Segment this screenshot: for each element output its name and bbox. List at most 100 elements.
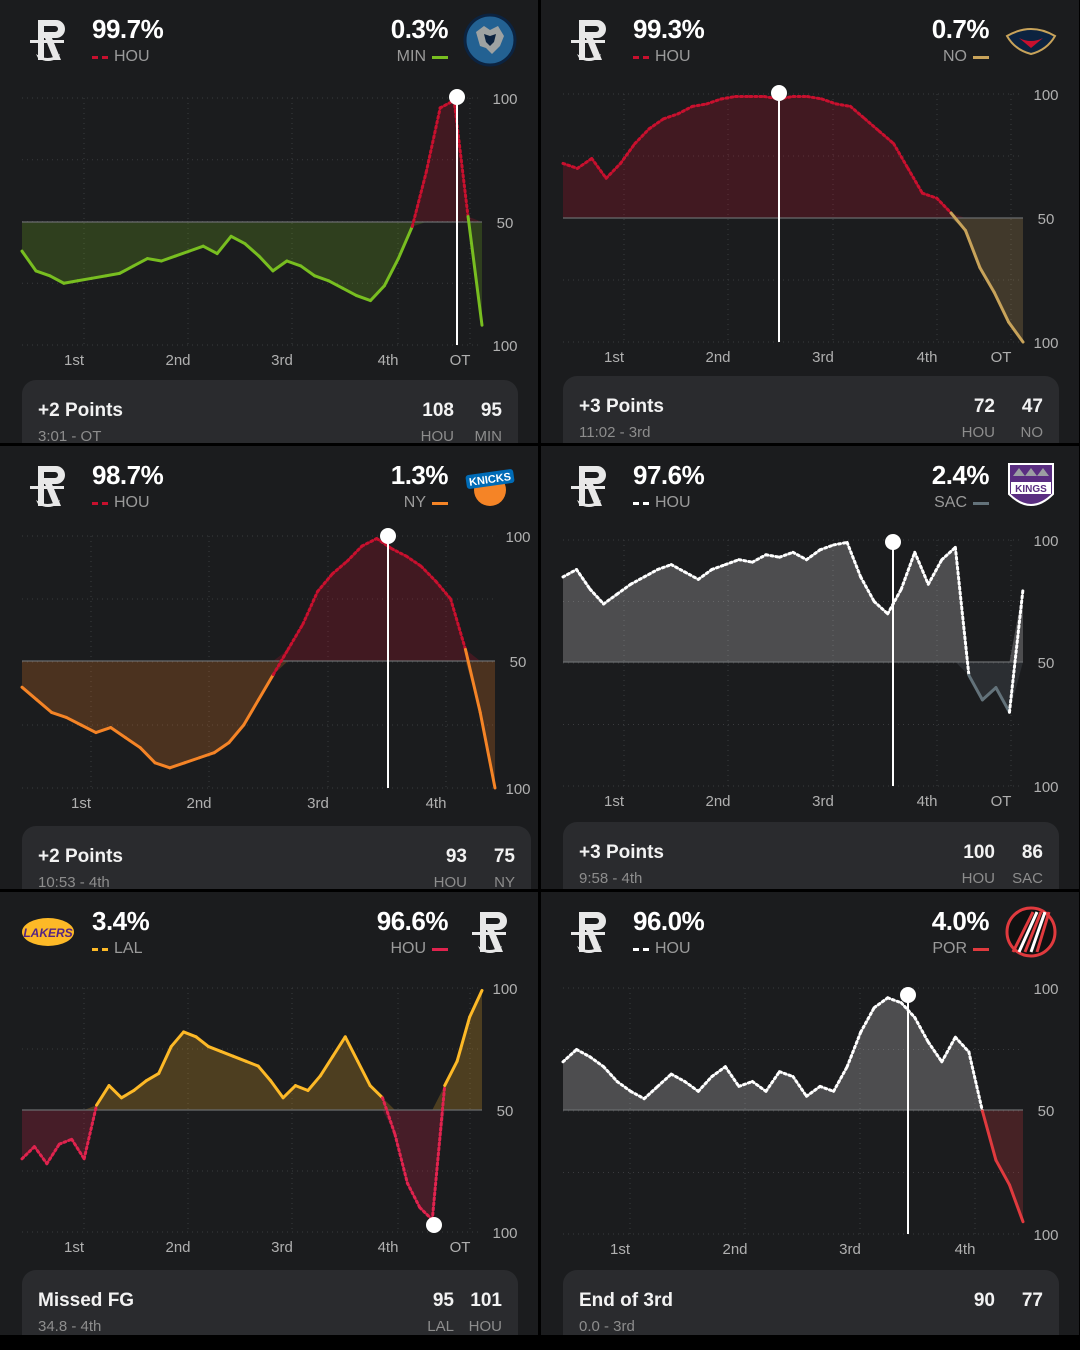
probability-segment: [886, 587, 903, 616]
probability-segment: [404, 554, 423, 568]
probability-segment: [104, 271, 122, 278]
probability-segment: [953, 545, 971, 677]
probability-segment: [913, 550, 930, 586]
period-label: OT: [991, 793, 1012, 810]
probability-segment: [449, 597, 467, 651]
probability-segment: [1007, 1183, 1025, 1224]
probability-segment: [360, 537, 379, 548]
probability-segment: [393, 1132, 409, 1185]
win-probability-chart[interactable]: 100 50 100 1st 2nd 3rd 4th OT: [541, 0, 1079, 380]
probability-segment: [455, 1015, 472, 1063]
rockets-logo-icon: [20, 12, 76, 68]
probability-segment: [994, 1158, 1011, 1187]
team-home-label: HOU: [420, 428, 454, 443]
scrubber-dot[interactable]: [426, 1217, 442, 1233]
pelicans-logo-icon: [1003, 12, 1059, 68]
right-team-abbr: HOU: [390, 940, 448, 958]
probability-segment: [967, 673, 984, 702]
right-team-abbr: MIN: [397, 48, 448, 66]
probability-segment: [669, 1072, 687, 1083]
play-card[interactable]: +3 Points 11:02 - 3rd 72 47 HOU NO: [563, 376, 1059, 443]
win-probability-chart[interactable]: 100 50 100 1st 2nd 3rd 4th: [541, 892, 1079, 1272]
scrubber-dot[interactable]: [380, 528, 396, 544]
scrubber-dot[interactable]: [900, 987, 916, 1003]
y-axis-label: 100: [492, 981, 517, 998]
score-away: 95: [480, 400, 502, 421]
game-panel-sac[interactable]: 97.6% HOU 2.4% SAC KINGS 100 50 100 1st 2nd 3…: [541, 446, 1079, 889]
scrubber-dot[interactable]: [885, 534, 901, 550]
period-label: 1st: [604, 793, 625, 810]
right-team-abbr-text: NO: [943, 48, 967, 65]
probability-segment: [872, 996, 890, 1010]
left-legend-swatch: [633, 947, 649, 951]
game-panel-lal[interactable]: LAKERS 3.4% LAL 96.6% HOU 100 50 100 1st 2nd…: [0, 892, 538, 1335]
probability-segment: [710, 1065, 727, 1079]
probability-segment: [863, 117, 881, 133]
left-win-pct: 99.7%: [92, 14, 164, 44]
y-axis-label: 50: [1038, 1103, 1055, 1120]
game-panel-ny[interactable]: 98.7% HOU 1.3% NY KNICKS 100 50 100 1st 2nd 3…: [0, 446, 538, 889]
probability-segment: [964, 228, 982, 270]
probability-segment: [138, 746, 157, 765]
period-label: 2nd: [186, 795, 211, 812]
probability-segment: [615, 582, 633, 596]
probability-segment: [343, 1035, 360, 1063]
probability-segment: [34, 269, 52, 278]
y-axis-label: 100: [1033, 335, 1058, 352]
probability-segment: [832, 540, 849, 547]
win-probability-chart[interactable]: 100 50 100 1st 2nd 3rd 4th: [0, 446, 538, 826]
rockets-logo-icon: [561, 904, 617, 960]
probability-segment: [723, 558, 741, 567]
probability-segment: [50, 710, 68, 719]
right-legend-swatch: [432, 55, 448, 59]
play-card[interactable]: Missed FG 34.8 - 4th 95 101 LAL HOU: [22, 1270, 518, 1335]
probability-segment: [70, 1137, 86, 1161]
probability-segment: [443, 1059, 459, 1088]
scrubber-dot[interactable]: [449, 89, 465, 105]
probability-segment: [629, 575, 646, 586]
scrubber-dot[interactable]: [771, 85, 787, 101]
team-away-label: NO: [1020, 424, 1044, 441]
left-team-abbr-text: HOU: [655, 940, 691, 957]
probability-segment: [410, 170, 428, 228]
game-panel-por[interactable]: 96.0% HOU 4.0% POR 100 50 100 1st 2nd 3rd 4th …: [541, 892, 1079, 1335]
probability-segment: [662, 112, 680, 121]
play-time: 9:58 - 4th: [579, 870, 643, 887]
period-label: OT: [991, 349, 1012, 366]
left-team-abbr: HOU: [92, 494, 150, 512]
probability-segment: [834, 102, 852, 108]
probability-segment: [169, 1030, 186, 1049]
win-probability-chart[interactable]: 100 50 100 1st 2nd 3rd 4th OT: [0, 892, 538, 1272]
left-win-pct: 96.0%: [633, 906, 705, 936]
svg-text:LAKERS: LAKERS: [23, 926, 72, 940]
left-team-abbr-text: LAL: [114, 940, 143, 957]
team-away-label: SAC: [1012, 870, 1043, 887]
play-card[interactable]: +2 Points 3:01 - OT 108 95 HOU MIN: [22, 380, 518, 443]
probability-segment: [313, 274, 331, 283]
play-time: 3:01 - OT: [38, 428, 102, 443]
play-card[interactable]: End of 3rd 0.0 - 3rd 90 77: [563, 1270, 1059, 1335]
probability-segment: [271, 259, 289, 273]
team-home-label: HOU: [433, 874, 467, 889]
probability-segment: [820, 97, 838, 106]
play-card[interactable]: +3 Points 9:58 - 4th 100 86 HOU SAC: [563, 822, 1059, 889]
period-label: 3rd: [812, 793, 834, 810]
y-axis-label: 100: [492, 1225, 517, 1242]
right-team-abbr-text: HOU: [390, 940, 426, 957]
right-win-pct: 96.6%: [376, 906, 449, 936]
win-probability-chart[interactable]: 100 50 100 1st 2nd 3rd 4th OT: [541, 446, 1079, 826]
game-panel-no[interactable]: 99.3% HOU 0.7% NO 100 50 100 1st 2nd 3rd 4th OT…: [541, 0, 1079, 443]
probability-segment: [805, 548, 822, 562]
game-panel-min[interactable]: 99.7% HOU 0.3% MIN 100 50 100 1st 2nd 3rd 4th O…: [0, 0, 538, 443]
y-axis-label: 100: [1033, 87, 1058, 104]
right-win-pct: 2.4%: [931, 460, 990, 490]
team-away-label: NY: [494, 874, 515, 889]
probability-segment: [375, 537, 394, 551]
play-card[interactable]: +2 Points 10:53 - 4th 93 75 HOU NY: [22, 826, 531, 889]
left-win-pct: 97.6%: [633, 460, 705, 490]
probability-segment: [434, 579, 453, 601]
area-fill-top: [22, 538, 495, 661]
probability-segment: [183, 756, 201, 765]
score-away: 47: [1021, 396, 1043, 417]
win-probability-chart[interactable]: 100 50 100 1st 2nd 3rd 4th OT: [0, 0, 538, 380]
